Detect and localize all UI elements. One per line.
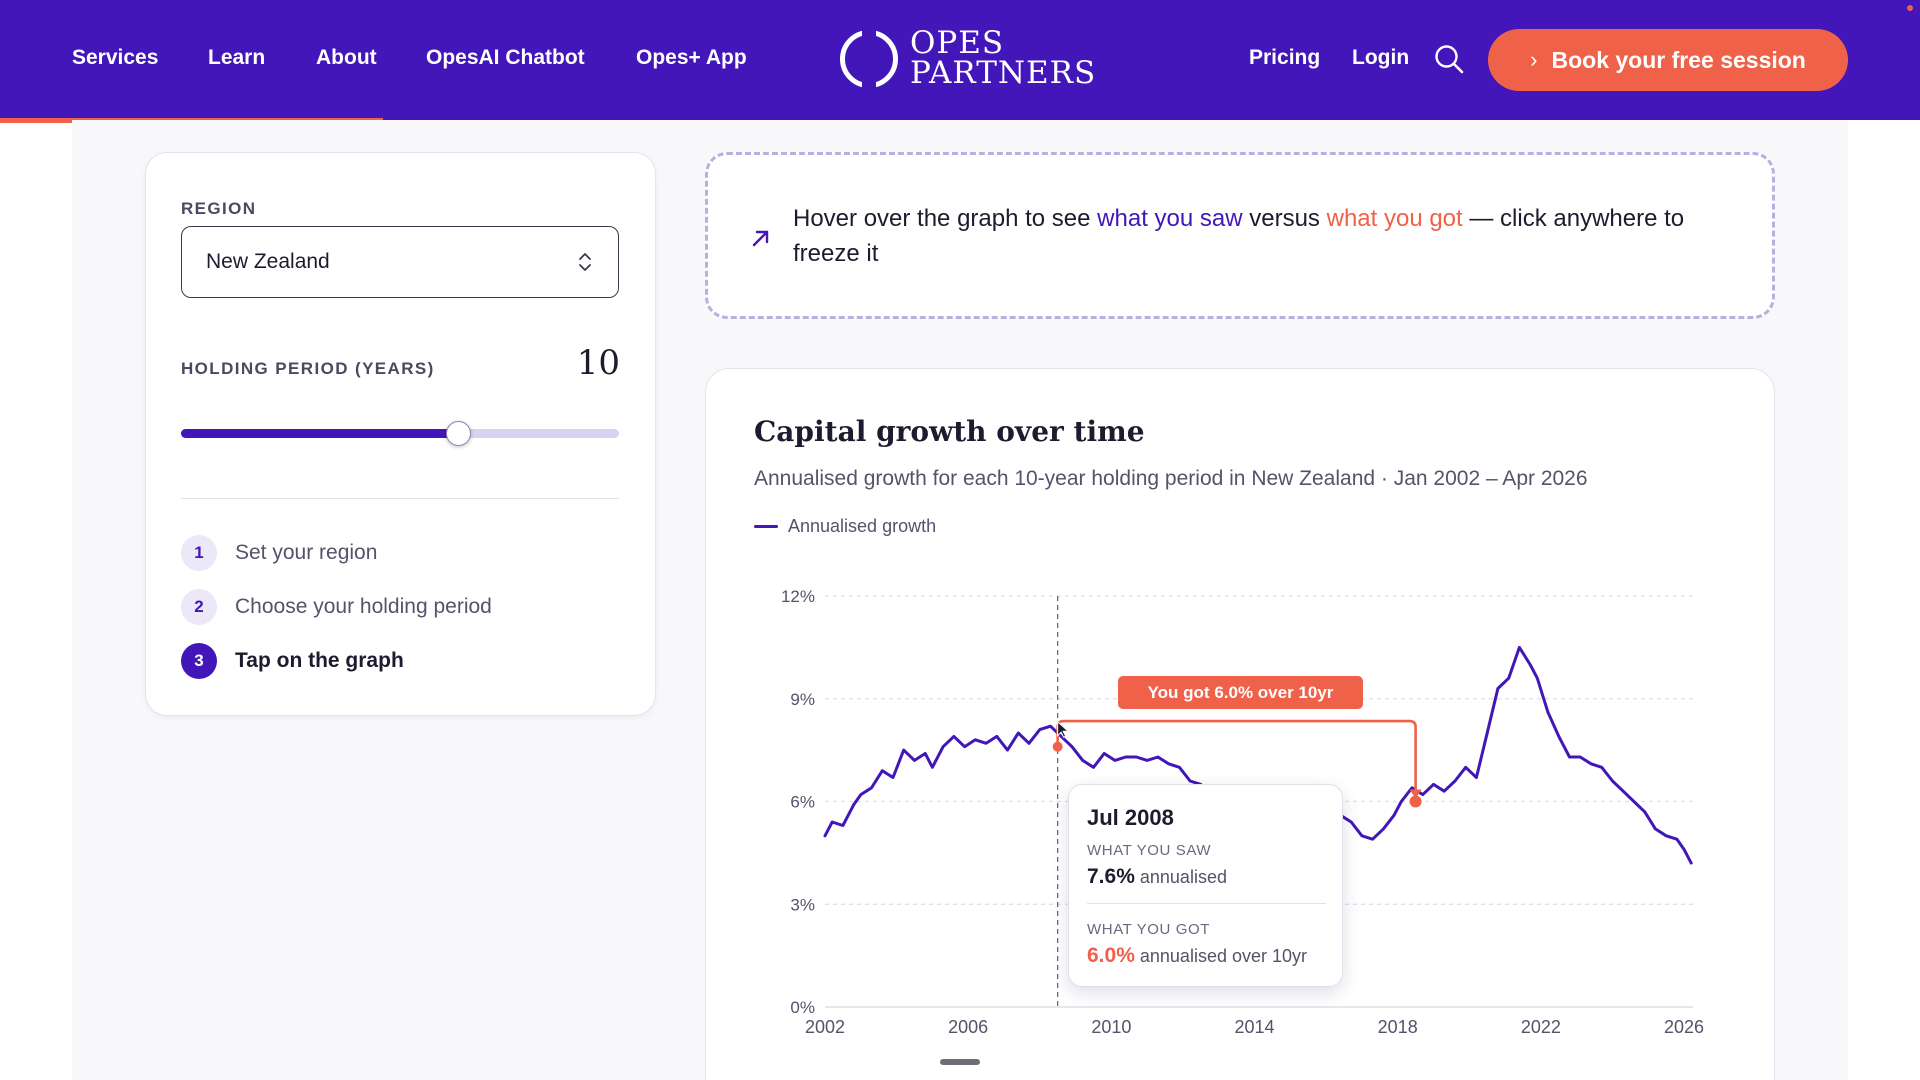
region-value: New Zealand	[206, 250, 330, 273]
legend-swatch	[754, 525, 778, 528]
site-header: Services Learn About OpesAI Chatbot Opes…	[0, 0, 1920, 120]
holding-period-label: HOLDING PERIOD (YEARS)	[181, 359, 435, 378]
logo-wordmark: OPES PARTNERS	[910, 25, 1097, 91]
y-tick-label: 9%	[790, 690, 815, 709]
holding-period-value: 10	[576, 343, 620, 383]
x-tick-label: 2022	[1521, 1017, 1561, 1037]
cta-label: Book your free session	[1551, 46, 1806, 73]
chart-subtitle: Annualised growth for each 10-year holdi…	[754, 467, 1588, 490]
step-label: Set your region	[235, 541, 378, 564]
hint-what-you-got: what you got	[1326, 205, 1463, 232]
hint-what-you-saw: what you saw	[1097, 205, 1243, 232]
x-tick-label: 2014	[1235, 1017, 1275, 1037]
step-number: 2	[181, 589, 217, 625]
x-tick-label: 2026	[1664, 1017, 1704, 1037]
step-number: 1	[181, 535, 217, 571]
hint-prefix: Hover over the graph to see	[793, 205, 1098, 232]
saw-point	[1052, 741, 1063, 752]
tooltip-divider	[1087, 903, 1326, 904]
chart-legend: Annualised growth	[754, 516, 936, 537]
capital-growth-chart[interactable]: 0% 3% 6% 9% 12% 2002 2006 2010 2014 2018 2022 2026	[705, 368, 1775, 1080]
nav-opes-plus-app[interactable]: Opes+ App	[636, 46, 747, 69]
region-select[interactable]: New Zealand	[181, 226, 619, 298]
hover-hint-box: Hover over the graph to see what you saw…	[705, 152, 1775, 319]
step-2: 2 Choose your holding period	[181, 589, 492, 625]
legend-label: Annualised growth	[788, 516, 937, 536]
you-got-badge: You got 6.0% over 10yr	[1118, 676, 1363, 709]
search-icon[interactable]	[1434, 44, 1464, 74]
notification-dot	[1907, 5, 1913, 11]
book-free-session-button[interactable]: › Book your free session	[1488, 29, 1848, 91]
x-tick-label: 2002	[805, 1017, 845, 1037]
holding-period-connector	[1056, 719, 1417, 792]
hint-suffix: — click anywhere to freeze it	[793, 205, 1685, 267]
x-tick-label: 2006	[948, 1017, 988, 1037]
controls-card: REGION New Zealand HOLDING PERIOD (YEARS…	[145, 152, 656, 716]
tooltip-got-value: 6.0% annualised over 10yr	[1087, 944, 1307, 968]
y-tick-label: 0%	[790, 998, 815, 1017]
y-tick-label: 3%	[790, 895, 815, 914]
nav-learn[interactable]: Learn	[208, 46, 266, 69]
slider-fill	[181, 429, 459, 438]
step-label: Choose your holding period	[235, 595, 492, 618]
logo-word-top: OPES	[910, 25, 1005, 61]
hint-text: Hover over the graph to see what you saw…	[793, 201, 1753, 271]
saw-suffix: annualised	[1139, 867, 1227, 887]
card-divider	[181, 498, 619, 499]
hint-middle: versus	[1242, 205, 1327, 232]
got-suffix: annualised over 10yr	[1139, 946, 1307, 966]
nav-pricing[interactable]: Pricing	[1249, 46, 1321, 69]
chart-tooltip: Jul 2008 WHAT YOU SAW 7.6% annualised WH…	[1068, 784, 1343, 987]
chart-title: Capital growth over time	[754, 415, 1145, 448]
step-number: 3	[181, 643, 217, 679]
logo-word-bottom: PARTNERS	[910, 55, 1097, 91]
got-point	[1409, 795, 1422, 808]
holding-period-slider[interactable]	[181, 421, 619, 446]
y-tick-label: 6%	[790, 793, 815, 812]
step-label: Tap on the graph	[235, 649, 404, 672]
tooltip-saw-value: 7.6% annualised	[1087, 865, 1227, 889]
x-tick-label: 2018	[1378, 1017, 1418, 1037]
saw-percent: 7.6%	[1087, 865, 1135, 888]
scroll-handle[interactable]	[940, 1059, 980, 1065]
step-3: 3 Tap on the graph	[181, 643, 404, 679]
region-label: REGION	[181, 199, 257, 218]
step-1: 1 Set your region	[181, 535, 377, 571]
tooltip-got-label: WHAT YOU GOT	[1087, 921, 1211, 938]
arrow-up-right-icon	[752, 230, 769, 247]
nav-login[interactable]: Login	[1352, 46, 1410, 69]
got-percent: 6.0%	[1087, 944, 1135, 967]
tooltip-saw-label: WHAT YOU SAW	[1087, 842, 1212, 859]
mouse-cursor-icon	[1057, 720, 1070, 738]
opes-partners-logo[interactable]: OPES PARTNERS	[840, 24, 1095, 94]
chevron-up-down-icon	[579, 253, 591, 271]
arrow-down-icon	[1409, 789, 1422, 799]
y-tick-label: 12%	[781, 587, 815, 606]
nav-services[interactable]: Services	[72, 46, 159, 69]
chevron-right-icon: ›	[1530, 47, 1538, 72]
tooltip-date: Jul 2008	[1087, 805, 1174, 830]
nav-opesai-chatbot[interactable]: OpesAI Chatbot	[426, 46, 585, 69]
x-tick-label: 2010	[1091, 1017, 1131, 1037]
slider-thumb[interactable]	[446, 421, 472, 446]
nav-about[interactable]: About	[316, 46, 377, 69]
